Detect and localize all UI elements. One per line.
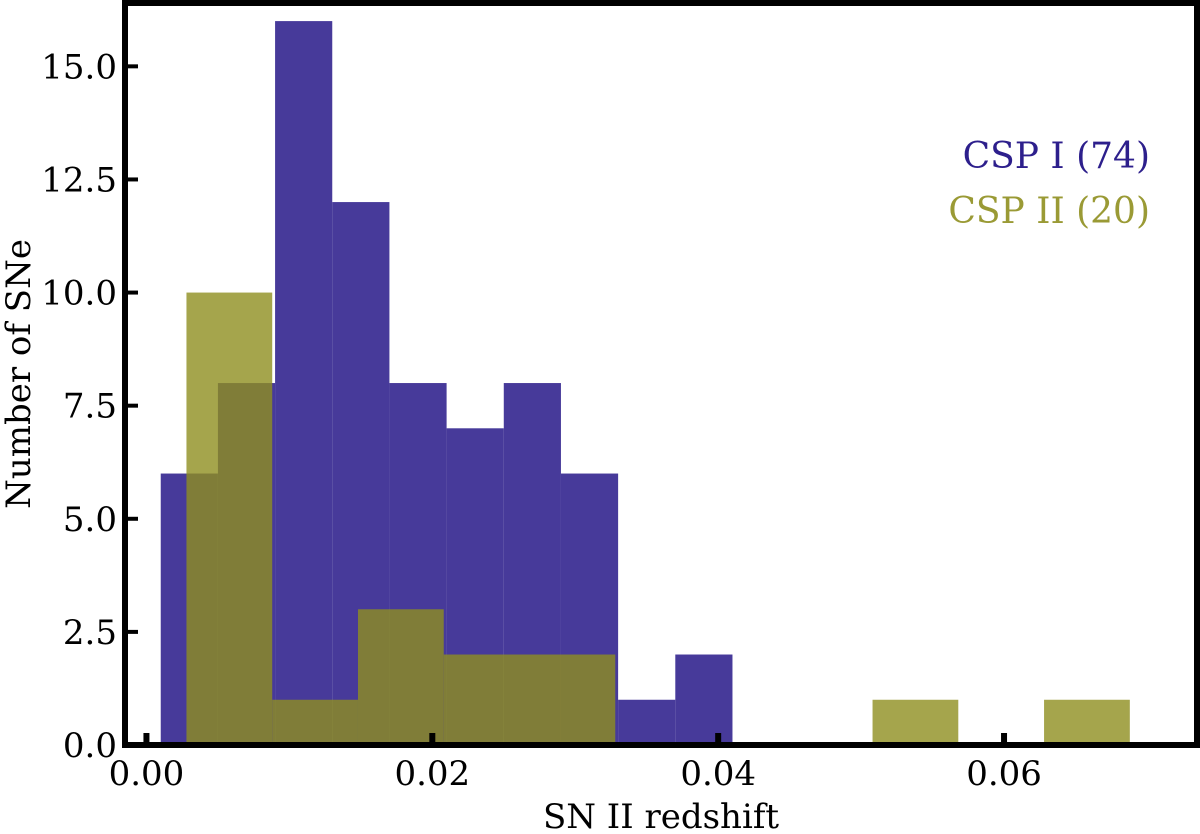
series-2-bar-5 bbox=[529, 654, 616, 745]
y-tick-labels: 0.0 2.5 5.0 7.5 10.0 12.5 15.0 bbox=[41, 47, 117, 766]
series-2-bar-1 bbox=[186, 292, 273, 745]
y-tick-label: 7.5 bbox=[63, 387, 117, 427]
series-1-bar-10 bbox=[675, 654, 733, 745]
legend-entry-1: CSP I (74) bbox=[963, 136, 1150, 177]
y-tick-label: 10.0 bbox=[41, 274, 117, 314]
x-tick-labels: 0.00 0.02 0.04 0.06 bbox=[109, 754, 1042, 794]
y-tick-label: 12.5 bbox=[41, 160, 117, 200]
x-tick-label: 0.02 bbox=[394, 754, 470, 794]
x-tick-label: 0.04 bbox=[680, 754, 756, 794]
x-tick-label: 0.06 bbox=[966, 754, 1042, 794]
series-2-bar-11 bbox=[1044, 699, 1130, 745]
y-tick-label: 5.0 bbox=[63, 500, 117, 540]
series-2-bar-9 bbox=[872, 699, 959, 745]
y-tick-label: 15.0 bbox=[41, 47, 117, 87]
bars-layer bbox=[160, 21, 1130, 746]
legend: CSP I (74) CSP II (20) bbox=[948, 136, 1150, 232]
y-tick-label: 2.5 bbox=[63, 613, 117, 653]
legend-entry-2: CSP II (20) bbox=[948, 191, 1150, 232]
series-1-bar-9 bbox=[618, 699, 676, 745]
plot-frame bbox=[122, 0, 1200, 748]
x-axis-label: SN II redshift bbox=[543, 797, 779, 834]
y-axis-label: Number of SNe bbox=[0, 239, 39, 509]
series-2-bar-4 bbox=[443, 654, 530, 745]
y-tick-label: 0.0 bbox=[63, 726, 117, 766]
series-2-bars bbox=[186, 292, 1130, 745]
series-2-bar-3 bbox=[357, 609, 444, 745]
x-tick-label: 0.00 bbox=[109, 754, 185, 794]
series-2-bar-2 bbox=[272, 699, 358, 745]
series-1-bar-3 bbox=[275, 21, 333, 746]
